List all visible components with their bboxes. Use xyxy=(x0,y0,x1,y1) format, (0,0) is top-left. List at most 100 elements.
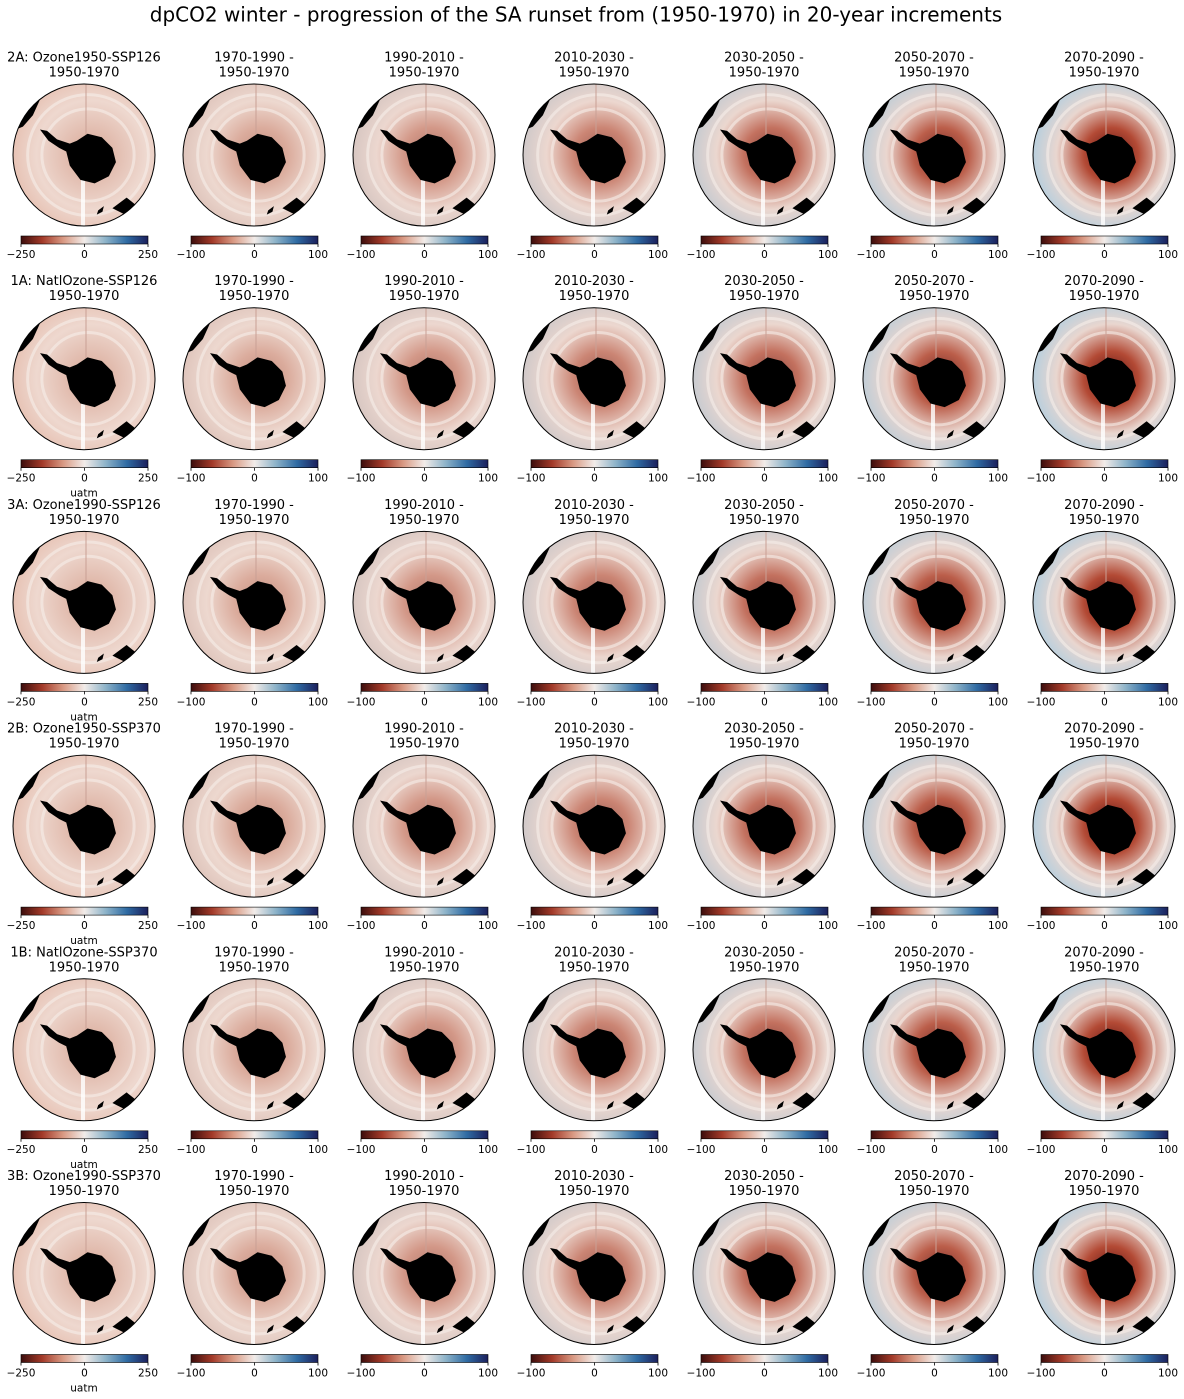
panel-title: 1970-1990 - xyxy=(214,945,294,960)
panel-title: 2070-2090 - xyxy=(1064,945,1144,960)
colorbar-tick-label: 100 xyxy=(818,473,838,485)
colorbar-tick-label: 100 xyxy=(648,696,668,708)
panel-title: 1950-1970 xyxy=(1069,737,1140,752)
map-seam xyxy=(421,398,425,450)
colorbar xyxy=(870,683,999,692)
panel-title: 1990-2010 - xyxy=(384,498,464,513)
land xyxy=(379,353,456,408)
map-ring xyxy=(196,316,320,441)
map-border xyxy=(12,1202,156,1345)
panel-title: 1990-2010 - xyxy=(384,722,464,737)
panel-title: 1950-1970 xyxy=(729,513,800,528)
map-ring xyxy=(550,1002,646,1098)
map-ring xyxy=(1060,331,1156,427)
map xyxy=(353,1202,495,1345)
panel-title: 1950-1970 xyxy=(559,66,630,81)
map-border xyxy=(692,754,836,898)
colorbar-tick-label: 250 xyxy=(138,920,158,932)
colorbar-tick-label: −100 xyxy=(177,249,206,261)
colorbar-tick-label: −100 xyxy=(1027,1144,1056,1156)
panel-title: 1950-1970 xyxy=(559,1184,630,1199)
panel-title: 1970-1990 - xyxy=(214,274,294,289)
colorbar-tick-label: 250 xyxy=(138,696,158,708)
land xyxy=(209,353,286,408)
colorbar-tick-label: 0 xyxy=(931,473,938,485)
map-seam xyxy=(251,398,255,450)
map-seam xyxy=(761,846,765,898)
map-border xyxy=(522,978,666,1122)
land xyxy=(39,129,116,184)
colorbar-tick-label: 100 xyxy=(1158,1144,1178,1156)
map-ring xyxy=(26,316,150,441)
map xyxy=(13,1202,155,1345)
colorbar-tick-label: 100 xyxy=(478,1144,498,1156)
map-ring xyxy=(550,778,646,874)
map xyxy=(523,755,665,898)
colorbar-tick-label: 0 xyxy=(421,920,428,932)
colorbar xyxy=(870,1130,999,1140)
colorbar-tick-label: −100 xyxy=(347,696,376,708)
colorbar-tick-label: 0 xyxy=(81,920,88,932)
map-ring xyxy=(40,107,136,203)
colorbar xyxy=(530,906,659,916)
map-seam xyxy=(931,398,935,450)
map-seam xyxy=(251,1069,255,1121)
colorbar-tick-label: 250 xyxy=(138,473,158,485)
map xyxy=(1033,84,1175,226)
map-border xyxy=(862,307,1006,451)
panel-title: 2010-2030 - xyxy=(554,274,634,289)
map-ring xyxy=(890,107,986,203)
colorbar-tick-label: 100 xyxy=(988,1368,1008,1380)
map-seam xyxy=(1101,175,1105,226)
map-ring xyxy=(720,554,816,651)
colorbar xyxy=(360,906,489,916)
panel-title: 1990-2010 - xyxy=(384,51,464,66)
map-seam xyxy=(421,1069,425,1121)
map-ring xyxy=(26,540,150,665)
colorbar-tick-label: 100 xyxy=(308,696,328,708)
panel-title: 2010-2030 - xyxy=(554,498,634,513)
map-seam xyxy=(421,622,425,674)
panel-title: 2050-2070 - xyxy=(894,722,974,737)
map-ring xyxy=(366,93,490,217)
map xyxy=(1033,307,1175,450)
map xyxy=(13,307,155,450)
map-ring xyxy=(720,778,816,874)
colorbar xyxy=(20,683,149,692)
map-border xyxy=(1032,978,1176,1122)
colorbar-tick-label: 100 xyxy=(308,1368,328,1380)
map xyxy=(353,84,495,226)
colorbar-tick-label: −250 xyxy=(7,1368,36,1380)
land xyxy=(1059,353,1136,408)
colorbar-tick-label: −100 xyxy=(517,473,546,485)
land xyxy=(379,129,456,184)
colorbar-tick-label: 250 xyxy=(138,1368,158,1380)
map-seam xyxy=(761,398,765,450)
panel-title: 1950-1970 xyxy=(219,737,290,752)
map-border xyxy=(12,978,156,1122)
colorbar-tick-label: 0 xyxy=(591,249,598,261)
panel-title: 1950-1970 xyxy=(899,513,970,528)
map-ring xyxy=(210,778,306,874)
land xyxy=(39,1024,116,1079)
figure-title: dpCO2 winter - progression of the SA run… xyxy=(150,3,1002,27)
map xyxy=(863,755,1005,898)
land xyxy=(549,129,626,184)
map-ring xyxy=(40,1225,136,1322)
panel-title: 1950-1970 xyxy=(49,66,120,81)
map-border xyxy=(352,1202,496,1345)
panel-title: 2010-2030 - xyxy=(554,945,634,960)
map-border xyxy=(182,754,326,898)
colorbar xyxy=(1040,906,1169,916)
map-ring xyxy=(706,316,830,441)
map-ring xyxy=(196,93,320,217)
colorbar-tick-label: 0 xyxy=(761,1368,768,1380)
colorbar-tick-label: 100 xyxy=(478,696,498,708)
colorbar xyxy=(530,1130,659,1140)
map-ring xyxy=(536,316,660,441)
map-border xyxy=(692,307,836,451)
map-ring xyxy=(366,1211,490,1336)
map-seam xyxy=(81,1293,85,1345)
map-ring xyxy=(40,778,136,874)
map xyxy=(523,1202,665,1345)
